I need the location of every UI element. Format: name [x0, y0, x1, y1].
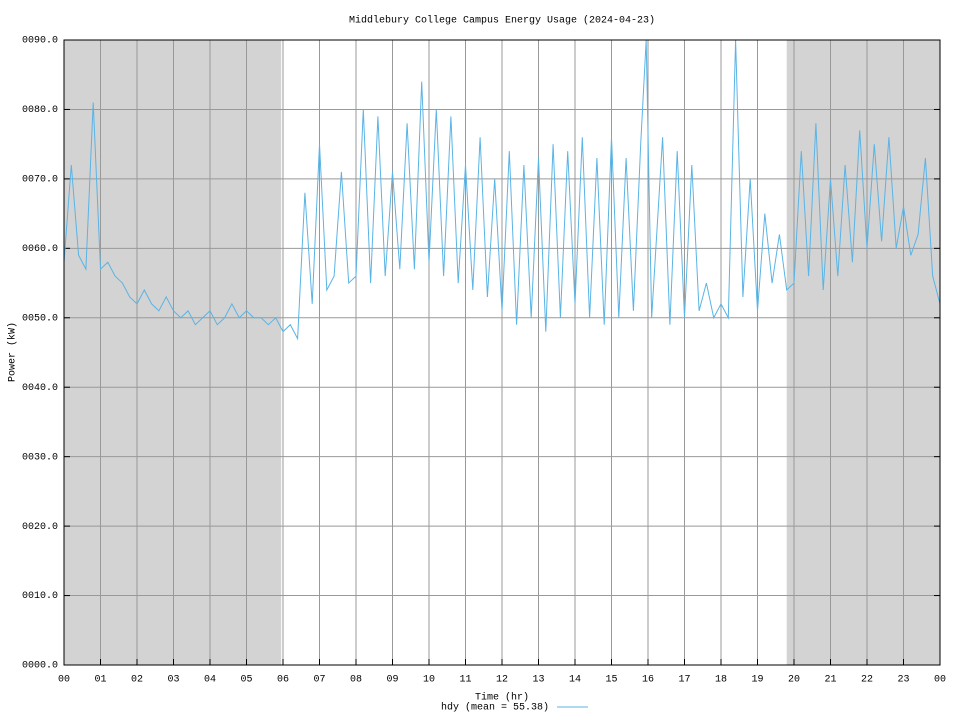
- y-tick-label: 0080.0: [22, 105, 58, 116]
- y-tick-label: 0040.0: [22, 383, 58, 394]
- chart-title: Middlebury College Campus Energy Usage (…: [349, 15, 655, 27]
- x-axis-label: Time (hr): [475, 692, 529, 704]
- x-tick-label: 22: [861, 675, 873, 686]
- y-tick-label: 0070.0: [22, 175, 58, 186]
- x-tick-label: 16: [642, 675, 654, 686]
- y-tick-label: 0000.0: [22, 661, 58, 672]
- legend-label: hdy (mean = 55.38): [441, 702, 549, 714]
- x-tick-label: 13: [532, 675, 544, 686]
- x-tick-label: 04: [204, 675, 216, 686]
- x-tick-label: 12: [496, 675, 508, 686]
- y-tick-label: 0050.0: [22, 313, 58, 324]
- x-tick-label: 20: [788, 675, 800, 686]
- night-shade: [64, 40, 282, 665]
- y-tick-label: 0060.0: [22, 244, 58, 255]
- x-tick-label: 00: [934, 675, 946, 686]
- y-axis-label: Power (kW): [7, 322, 19, 382]
- y-tick-label: 0010.0: [22, 591, 58, 602]
- x-tick-label: 08: [350, 675, 362, 686]
- x-tick-label: 19: [751, 675, 763, 686]
- x-tick-label: 02: [131, 675, 143, 686]
- night-shade: [786, 40, 940, 665]
- x-tick-label: 00: [58, 675, 70, 686]
- x-tick-label: 15: [605, 675, 617, 686]
- x-tick-label: 01: [94, 675, 106, 686]
- x-tick-label: 14: [569, 675, 581, 686]
- x-tick-label: 09: [386, 675, 398, 686]
- y-tick-label: 0030.0: [22, 452, 58, 463]
- x-tick-label: 23: [897, 675, 909, 686]
- plot-frame: [63, 39, 941, 666]
- x-tick-label: 21: [824, 675, 836, 686]
- x-tick-label: 18: [715, 675, 727, 686]
- x-tick-label: 17: [678, 675, 690, 686]
- y-tick-label: 0090.0: [22, 36, 58, 47]
- x-tick-label: 03: [167, 675, 179, 686]
- y-tick-label: 0020.0: [22, 522, 58, 533]
- data-line: [63, 39, 941, 341]
- x-tick-label: 06: [277, 675, 289, 686]
- x-tick-label: 05: [240, 675, 252, 686]
- x-tick-label: 10: [423, 675, 435, 686]
- x-tick-label: 11: [459, 675, 471, 686]
- x-tick-label: 07: [313, 675, 325, 686]
